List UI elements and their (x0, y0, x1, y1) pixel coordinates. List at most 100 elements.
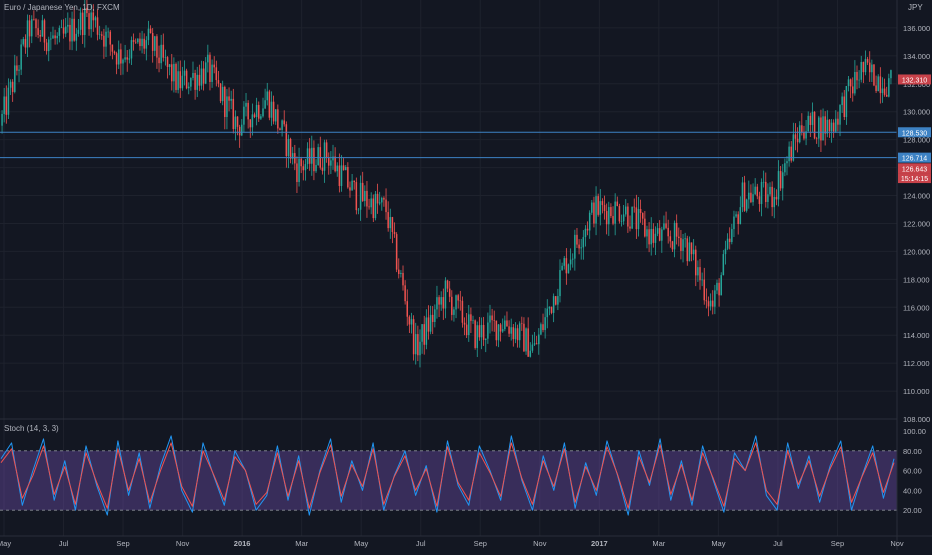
candle-body (442, 297, 445, 309)
candle-body (690, 242, 693, 255)
candle-body (374, 193, 377, 219)
candle-body (888, 78, 890, 97)
candle-body (845, 86, 848, 118)
candle-body (720, 275, 722, 296)
candle-body (338, 165, 341, 186)
stoch-axis[interactable]: 20.00 40.00 60.00 80.00 100.00 (903, 427, 926, 515)
price-tags: 132.310 128.530 126.714 126.643 15:14:15 (898, 74, 931, 184)
candle-body (499, 324, 502, 332)
candle-body (781, 172, 784, 189)
candle-body (828, 119, 831, 132)
candle-body (162, 44, 165, 58)
candle-body (52, 35, 54, 39)
candle-body (103, 35, 105, 47)
candle-body (16, 65, 18, 71)
candle-body (644, 218, 646, 237)
candle-body (733, 216, 735, 230)
time-tick-label: 2016 (234, 539, 251, 548)
candle-body (429, 314, 432, 332)
candle-body (542, 324, 544, 331)
candle-body (858, 79, 860, 81)
candle-body (190, 77, 192, 87)
candle-body (688, 242, 691, 262)
candle-body (364, 190, 366, 202)
candle-body (633, 206, 636, 208)
candle-body (7, 87, 10, 115)
candle-body (37, 28, 39, 36)
candle-body (801, 125, 803, 133)
candle-body (9, 81, 12, 88)
candle-body (665, 223, 667, 228)
candle-body (830, 122, 833, 132)
candle-body (446, 280, 449, 289)
candle-body (247, 102, 249, 120)
candle-body (54, 35, 56, 39)
candle-body (230, 98, 232, 101)
candle-body (389, 217, 392, 229)
candle-body (701, 279, 703, 281)
candle-body (404, 285, 406, 302)
candle-body (26, 20, 29, 48)
candle-body (71, 18, 73, 42)
price-tick-label: 134.000 (903, 52, 930, 61)
price-tag-label: 126.643 (902, 166, 927, 173)
candle-body (56, 35, 58, 39)
candle-body (767, 194, 769, 202)
candle-body (444, 280, 447, 309)
candle-body (472, 320, 474, 322)
candle-body (171, 64, 173, 82)
candle-body (868, 62, 871, 73)
stoch-band-layer (0, 450, 897, 511)
candle-body (421, 324, 423, 342)
candle-body (436, 297, 438, 310)
stoch-tick-label: 60.00 (903, 467, 922, 476)
candle-body (622, 214, 625, 222)
candle-body (11, 81, 14, 92)
candle-body (773, 196, 776, 208)
price-tick-label: 116.000 (903, 303, 930, 312)
candle-body (224, 86, 226, 117)
candle-body (529, 350, 532, 357)
candle-body (711, 300, 714, 307)
price-tick-label: 108.000 (903, 415, 930, 424)
stoch-tick-label: 40.00 (903, 486, 922, 495)
candle-body (332, 156, 334, 161)
candle-body (533, 343, 536, 345)
candle-body (463, 322, 466, 325)
candle-body (398, 269, 400, 274)
candle-body (637, 209, 640, 230)
time-axis[interactable]: May Jul Sep Nov 2016 Mar May Jul Sep Nov 2017 Mar Ma… (0, 539, 904, 548)
candle-body (588, 212, 591, 231)
candle-body (518, 323, 521, 341)
candle-body (794, 134, 797, 139)
candle-body (470, 314, 472, 321)
candle-body (881, 88, 884, 94)
candle-body (890, 70, 892, 79)
candle-body (535, 343, 538, 345)
candle-body (591, 202, 593, 213)
candle-body (811, 111, 814, 125)
candle-body (493, 320, 495, 321)
candle-body (684, 238, 686, 240)
candle-body (491, 315, 493, 321)
candle-body (257, 104, 260, 119)
candle-body (805, 131, 807, 139)
candle-body (96, 17, 99, 35)
candle-body (264, 100, 266, 109)
candle-body (832, 122, 835, 132)
candle-body (279, 128, 281, 130)
candle-body (627, 206, 629, 227)
time-tick-label: May (0, 539, 11, 548)
candle-body (514, 328, 517, 340)
candle-body (724, 248, 727, 255)
candle-body (41, 20, 44, 37)
candle-body (885, 94, 888, 97)
candle-body (569, 259, 572, 265)
price-tick-label: 110.000 (903, 387, 930, 396)
candle-body (714, 290, 716, 307)
candle-body (599, 201, 602, 215)
price-tag-label: 15:14:15 (901, 176, 928, 183)
candle-body (5, 96, 8, 115)
